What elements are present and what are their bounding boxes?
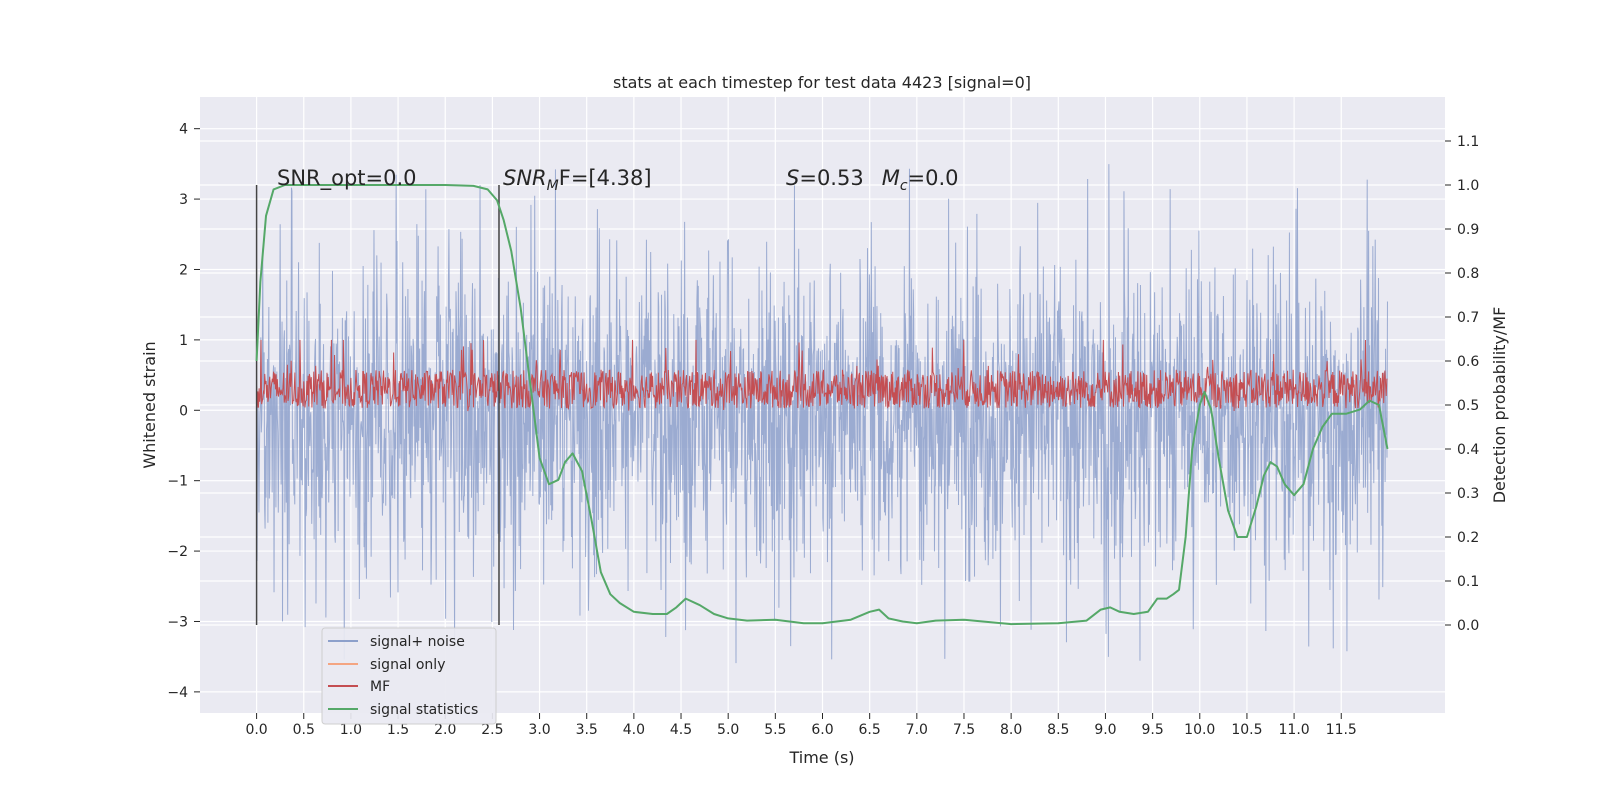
x-tick-label: 7.5 bbox=[953, 722, 975, 738]
x-tick-label: 11.0 bbox=[1279, 722, 1310, 738]
x-tick-label: 10.5 bbox=[1231, 722, 1262, 738]
legend-label-signal-noise: signal+ noise bbox=[370, 634, 465, 650]
x-tick-label: 0.0 bbox=[245, 722, 267, 738]
x-tick-label: 10.0 bbox=[1184, 722, 1215, 738]
x-axis-label: Time (s) bbox=[788, 748, 854, 767]
x-tick-label: 1.5 bbox=[387, 722, 409, 738]
right-y-tick-label: 0.8 bbox=[1457, 266, 1479, 282]
legend-label-mf: MF bbox=[370, 679, 390, 695]
x-tick-label: 11.5 bbox=[1326, 722, 1357, 738]
left-y-tick-label: −3 bbox=[167, 614, 188, 630]
x-tick-label: 7.0 bbox=[906, 722, 928, 738]
x-tick-label: 2.5 bbox=[481, 722, 503, 738]
right-y-tick-label: 0.0 bbox=[1457, 618, 1479, 634]
mf-series bbox=[256, 339, 1388, 412]
annotation-s-mc: S=0.53 Mc=0.0 bbox=[786, 166, 959, 194]
signal-statistics-series bbox=[255, 184, 1389, 626]
left-y-tick-label: 1 bbox=[179, 333, 188, 349]
left-y-tick-label: 0 bbox=[179, 403, 188, 419]
right-y-tick-label: 0.3 bbox=[1457, 486, 1479, 502]
x-tick-label: 0.5 bbox=[293, 722, 315, 738]
mc-val: =0.0 bbox=[908, 166, 959, 190]
x-tick-label: 5.0 bbox=[717, 722, 739, 738]
snr-mf-sub: M bbox=[547, 178, 559, 194]
right-y-ticks: 1.1 1.0 0.9 0.8 0.7 0.6 0.5 0.4 0.3 0.2 0.1 0.0 bbox=[1445, 134, 1479, 634]
x-tick-label: 4.5 bbox=[670, 722, 692, 738]
x-tick-label: 9.5 bbox=[1141, 722, 1163, 738]
x-tick-label: 3.0 bbox=[528, 722, 550, 738]
right-y-tick-label: 1.1 bbox=[1457, 134, 1479, 150]
right-y-tick-label: 0.6 bbox=[1457, 354, 1479, 370]
right-y-tick-label: 0.4 bbox=[1457, 442, 1479, 458]
mc-var: M bbox=[882, 166, 900, 190]
x-tick-label: 5.5 bbox=[764, 722, 786, 738]
annotation-snr-mf: SNRMF=[4.38] bbox=[503, 166, 652, 194]
x-tick-label: 6.5 bbox=[859, 722, 881, 738]
right-y-tick-label: 0.9 bbox=[1457, 222, 1479, 238]
snr-mf-var: SNR bbox=[503, 166, 547, 190]
y-axis-label-right: Detection probability/MF bbox=[1490, 307, 1509, 504]
legend-label-signal-only: signal only bbox=[370, 657, 445, 673]
legend-box bbox=[321, 627, 497, 725]
left-y-tick-label: −4 bbox=[167, 685, 188, 701]
y-axis-label: Whitened strain bbox=[140, 341, 159, 468]
x-tick-label: 6.0 bbox=[811, 722, 833, 738]
x-tick-label: 4.0 bbox=[623, 722, 645, 738]
right-y-tick-label: 0.2 bbox=[1457, 530, 1479, 546]
left-y-tick-label: −1 bbox=[167, 474, 188, 490]
x-tick-label: 2.0 bbox=[434, 722, 456, 738]
left-y-tick-label: 4 bbox=[179, 122, 188, 138]
x-tick-label: 3.5 bbox=[576, 722, 598, 738]
vertical-markers bbox=[255, 185, 500, 625]
legend-label-signal-statistics: signal statistics bbox=[370, 702, 478, 718]
right-y-tick-label: 1.0 bbox=[1457, 178, 1479, 194]
x-ticks: 0.0 0.5 1.0 1.5 2.0 2.5 3.0 3.5 4.0 4.5 5.0 5.5 6.0 6… bbox=[245, 713, 1357, 738]
s-val: =0.53 bbox=[799, 166, 863, 190]
x-tick-label: 1.0 bbox=[340, 722, 362, 738]
x-tick-label: 8.5 bbox=[1047, 722, 1069, 738]
snr-mf-rest: F=[4.38] bbox=[559, 166, 652, 190]
left-y-tick-label: 2 bbox=[179, 262, 188, 278]
left-y-ticks: 4 3 2 1 0 −1 −2 −3 −4 bbox=[167, 122, 200, 701]
x-tick-label: 8.0 bbox=[1000, 722, 1022, 738]
left-y-tick-label: 3 bbox=[179, 192, 188, 208]
mf-line bbox=[256, 339, 1388, 412]
chart-title: stats at each timestep for test data 442… bbox=[613, 73, 1031, 92]
right-y-tick-label: 0.1 bbox=[1457, 574, 1479, 590]
right-y-tick-label: 0.5 bbox=[1457, 398, 1479, 414]
mc-sub: c bbox=[900, 178, 908, 194]
left-y-tick-label: −2 bbox=[167, 544, 188, 560]
annotation-snr-opt: SNR_opt=0.0 bbox=[277, 166, 417, 191]
x-tick-label: 9.0 bbox=[1094, 722, 1116, 738]
s-var: S bbox=[786, 166, 799, 190]
legend: signal+ noise signal only MF signal stat… bbox=[321, 627, 497, 725]
signal-statistics-line bbox=[255, 184, 1389, 626]
right-y-tick-label: 0.7 bbox=[1457, 310, 1479, 326]
